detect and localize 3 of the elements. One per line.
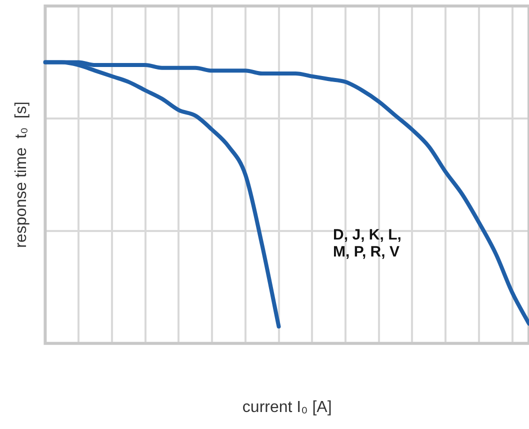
annotation: D, J, K, L, M, P, R, V — [333, 226, 402, 261]
y-axis-title: response time t₀ [s] — [13, 102, 30, 248]
x-axis-title: current I₀ [A] — [242, 398, 332, 416]
